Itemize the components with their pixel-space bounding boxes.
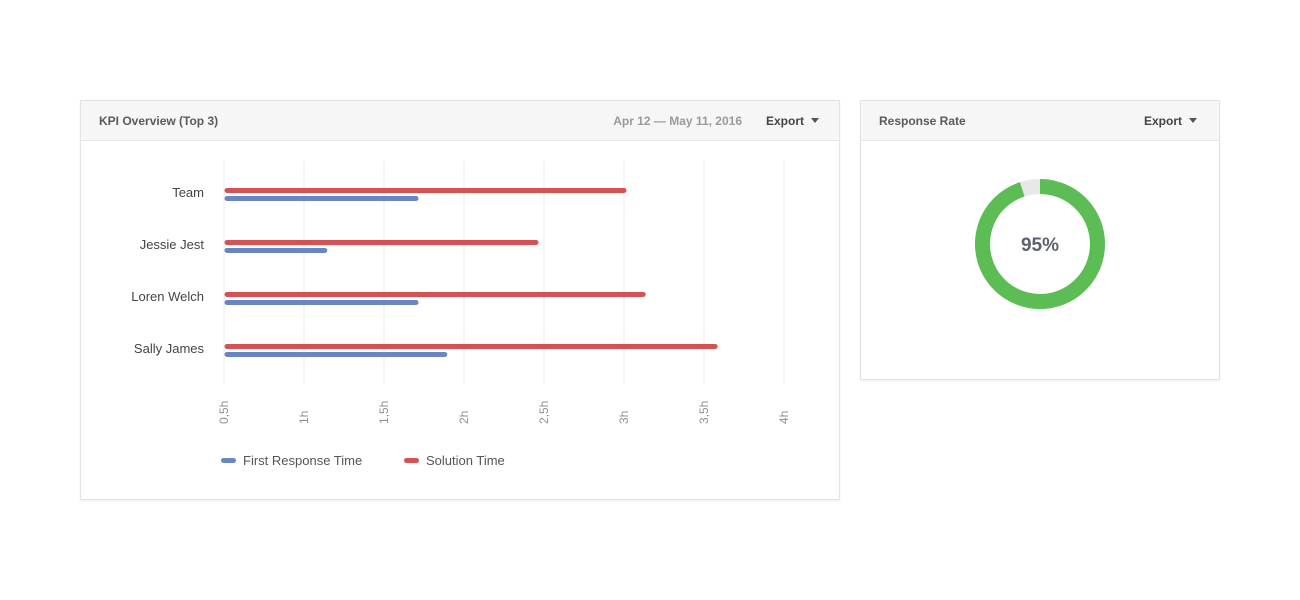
x-tick-label: 1h (297, 411, 311, 424)
kpi-export-label: Export (765, 114, 804, 128)
caret-down-icon (1189, 118, 1197, 124)
kpi-panel-title: KPI Overview (Top 3) (99, 114, 219, 128)
response-panel-title: Response Rate (879, 114, 966, 128)
donut-value-arc (975, 179, 1105, 309)
x-tick-label: 3h (617, 411, 631, 424)
kpi-panel-header: KPI Overview (Top 3) Apr 12 — May 11, 20… (81, 101, 839, 141)
caret-down-icon (811, 118, 819, 124)
donut-center-label: 95% (1021, 235, 1059, 256)
response-panel-header: Response Rate Export (861, 101, 1219, 141)
legend-swatch-solution (404, 458, 419, 464)
x-tick-label: 3,5h (697, 401, 711, 424)
x-tick-label: 2h (457, 411, 471, 424)
legend-item-first-response[interactable]: First Response Time (221, 453, 362, 468)
x-tick-label: 0,5h (217, 401, 231, 424)
legend-item-solution[interactable]: Solution Time (404, 453, 505, 468)
x-tick-label: 4h (777, 411, 791, 424)
category-label-loren-welch: Loren Welch (131, 289, 204, 304)
date-range[interactable]: Apr 12 — May 11, 2016 (613, 114, 742, 128)
x-tick-label: 1,5h (377, 401, 391, 424)
category-label-jessie-jest: Jessie Jest (140, 237, 205, 252)
response-export-button[interactable]: Export (1144, 101, 1197, 141)
response-rate-donut: 95% (975, 179, 1105, 309)
x-tick-label: 2,5h (537, 401, 551, 424)
response-rate-panel: Response Rate Export 95% (860, 100, 1220, 380)
legend-swatch-first-response (221, 458, 236, 464)
kpi-export-button[interactable]: Export (766, 101, 819, 141)
response-export-label: Export (1143, 114, 1182, 128)
legend-label-first-response: First Response Time (243, 453, 363, 468)
kpi-bar-chart: 0,5h 1h 1,5h 2h 2,5h 3h 3,5h 4h Team Jessie Jest L… (131, 161, 791, 424)
category-label-sally-james: Sally James (134, 341, 205, 356)
category-label-team: Team (172, 185, 204, 200)
legend-label-solution: Solution Time (426, 453, 505, 468)
kpi-overview-panel: KPI Overview (Top 3) Apr 12 — May 11, 20… (80, 100, 840, 500)
